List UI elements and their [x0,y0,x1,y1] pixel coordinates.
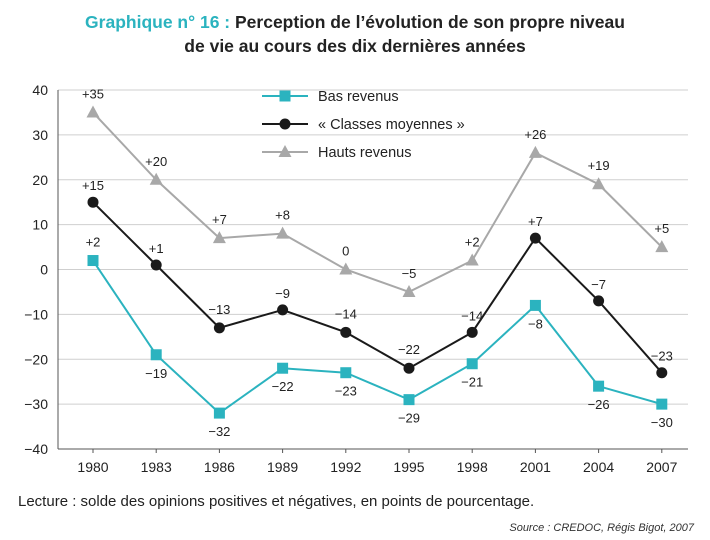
data-point-square [87,255,99,267]
data-point-circle [656,367,668,379]
legend-marker-square [279,90,291,102]
reading-note: Lecture : solde des opinions positives e… [18,493,535,510]
data-point-triangle [149,172,163,185]
data-label-triangle: +19 [588,158,610,173]
data-label-square: −29 [398,411,420,426]
chart-title: Graphique n° 16 : Perception de l’évolut… [0,10,710,58]
chart-title-main: Perception de l’évolution de son propre … [235,12,625,32]
data-label-triangle: +26 [524,127,546,142]
data-label-triangle: +7 [212,212,227,227]
data-label-circle: −22 [398,342,420,357]
x-tick-label: 1989 [267,459,298,475]
x-tick-label: 2001 [520,459,551,475]
x-tick-label: 1983 [141,459,172,475]
data-point-triangle [276,226,290,239]
legend-label: « Classes moyennes » [318,117,465,133]
data-point-square [340,367,352,379]
data-label-triangle: 0 [342,244,349,259]
data-point-triangle [339,262,353,275]
data-point-triangle [592,177,606,190]
data-label-triangle: +8 [275,208,290,223]
data-label-circle: +15 [82,178,104,193]
source-note: Source : CREDOC, Régis Bigot, 2007 [509,522,694,534]
data-point-square [277,362,289,374]
data-label-triangle: +35 [82,86,104,101]
data-label-triangle: +20 [145,154,167,169]
data-point-circle [340,326,352,338]
data-point-square [593,380,605,392]
data-label-square: +2 [86,235,101,250]
data-label-circle: +7 [528,214,543,229]
data-point-triangle [402,284,416,297]
line-chart: 40 30 20 10 0 −10 −20 −30 −40 1980 1983 1986 1989 199… [24,82,688,475]
y-tick-label: 0 [40,262,48,278]
data-label-circle: −9 [275,286,290,301]
x-tick-label: 1992 [330,459,361,475]
legend-marker-triangle [278,145,292,157]
data-label-circle: −13 [208,302,230,317]
data-label-triangle: +2 [465,235,480,250]
data-label-square: −8 [528,316,543,331]
data-point-square [529,299,541,311]
x-tick-label: 1998 [457,459,488,475]
data-label-square: −32 [208,424,230,439]
data-point-square [466,358,478,370]
legend-marker-circle [279,118,291,130]
data-point-triangle [528,145,542,158]
x-tick-label: 1995 [393,459,424,475]
legend-label: Hauts revenus [318,145,412,161]
data-label-triangle: +5 [654,221,669,236]
data-point-circle [466,326,478,338]
x-tick-label: 2007 [646,459,677,475]
data-label-circle: −7 [591,277,606,292]
x-tick-label: 1986 [204,459,235,475]
data-point-circle [213,322,225,334]
data-point-circle [150,259,162,271]
data-label-square: −30 [651,415,673,430]
data-point-circle [277,304,289,316]
data-point-circle [529,232,541,244]
data-label-circle: −14 [335,306,357,321]
data-label-triangle: −5 [402,266,417,281]
y-tick-label: −30 [24,396,48,412]
data-point-square [403,394,415,406]
data-point-triangle [212,231,226,244]
data-point-triangle [465,253,479,266]
legend-label: Bas revenus [318,89,399,105]
chart-title-lead: Graphique n° 16 : [85,12,231,32]
series-line-circle [92,201,663,374]
data-label-square: −22 [272,379,294,394]
y-tick-label: 20 [32,172,48,188]
chart-title-line2: de vie au cours des dix dernières années [184,36,526,56]
data-label-circle: −23 [651,349,673,364]
x-tick-label: 1980 [77,459,108,475]
y-tick-label: 40 [32,82,48,98]
data-label-square: −26 [588,397,610,412]
data-point-circle [403,362,415,374]
data-label-square: −23 [335,384,357,399]
y-tick-label: 10 [32,217,48,233]
series-line-triangle [92,111,663,294]
data-label-square: −21 [461,375,483,390]
x-tick-label: 2004 [583,459,614,475]
data-label-square: −19 [145,366,167,381]
data-point-square [213,407,225,419]
data-point-square [656,398,668,410]
data-point-circle [87,196,99,208]
data-label-circle: −14 [461,308,483,323]
y-tick-label: 30 [32,127,48,143]
y-tick-label: −10 [24,306,48,322]
series-line-square [92,259,663,415]
data-point-circle [593,295,605,307]
data-point-triangle [86,105,100,118]
data-point-triangle [655,240,669,253]
y-tick-label: −40 [24,441,48,457]
data-label-circle: +1 [149,241,164,256]
y-tick-label: −20 [24,351,48,367]
data-point-square [150,349,162,361]
